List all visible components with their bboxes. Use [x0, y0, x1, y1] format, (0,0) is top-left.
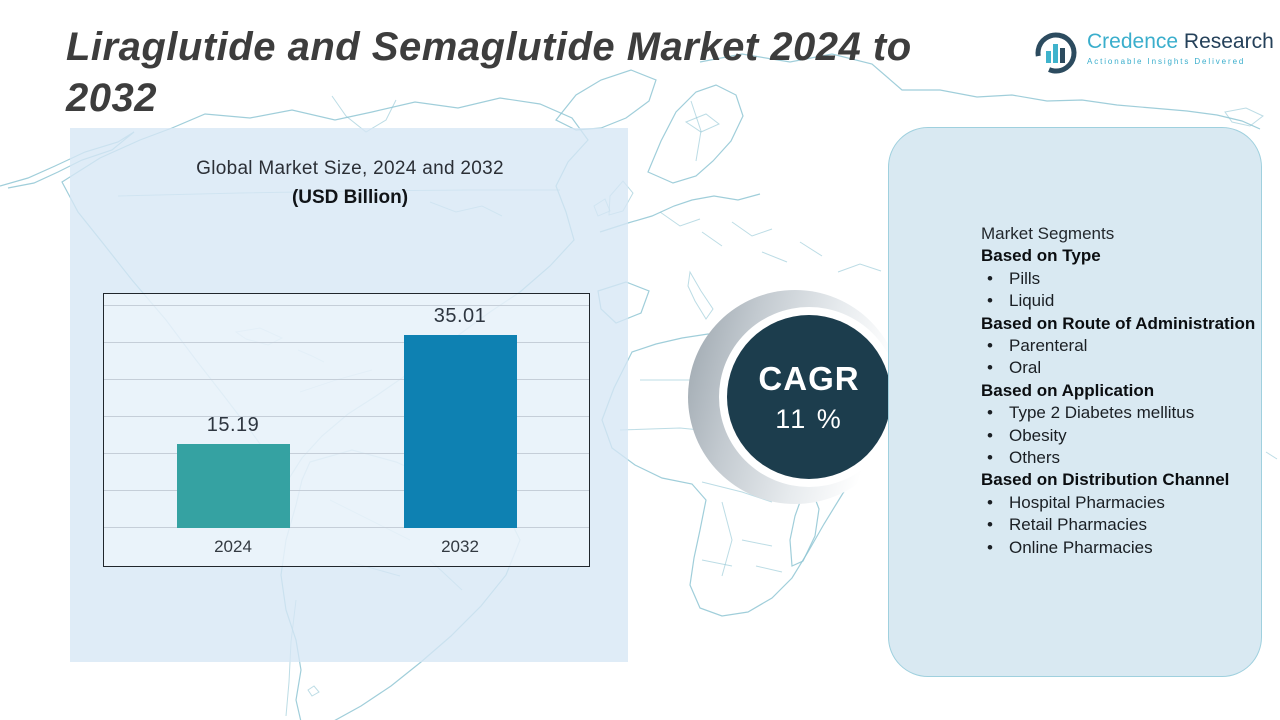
segment-heading: Based on Application — [981, 380, 1155, 400]
segment-item: Type 2 Diabetes mellitus — [981, 402, 1259, 425]
bar-2024 — [176, 444, 290, 528]
segment-item: Others — [981, 447, 1259, 470]
cagr-badge: CAGR 11 % — [727, 315, 891, 479]
bars-row: 15.19 2024 35.01 2032 — [104, 305, 589, 556]
segment-item: Retail Pharmacies — [981, 514, 1259, 537]
bar-2032 — [403, 335, 517, 528]
chart-title-block: Global Market Size, 2024 and 2032 (USD B… — [110, 158, 590, 209]
gridline — [104, 379, 589, 380]
bar-category-label: 2032 — [441, 537, 479, 556]
logo-tagline: Actionable Insights Delivered — [1087, 57, 1246, 66]
logo-brand-primary: Credence — [1087, 30, 1179, 53]
bar-value-label: 15.19 — [206, 414, 260, 436]
bar-category-label: 2024 — [214, 537, 252, 556]
chart-plot-area — [104, 294, 589, 528]
segment-item: Hospital Pharmacies — [981, 492, 1259, 515]
segment-item: Pills — [981, 268, 1259, 291]
segment-item: Oral — [981, 357, 1259, 380]
credence-research-logo: Credence Research Actionable Insights De… — [1033, 30, 1274, 81]
segment-item: Liquid — [981, 290, 1259, 313]
x-axis-line — [104, 527, 589, 528]
chart-title: Global Market Size, 2024 and 2032 — [196, 158, 504, 179]
bar-group-2024: 15.19 2024 — [176, 414, 290, 556]
page-title-line1: Liraglutide and Semaglutide Market 2024 … — [66, 25, 912, 69]
segment-plain: Market Segments — [981, 224, 1115, 243]
gridline — [104, 453, 589, 454]
segment-item: Parenteral — [981, 335, 1259, 358]
bar-value-label: 35.01 — [433, 305, 487, 327]
logo-brand-secondary: Research — [1178, 30, 1274, 53]
bar-group-2032: 35.01 2032 — [403, 305, 517, 556]
segment-heading: Based on Type — [981, 246, 1101, 266]
page-title-line2: 2032 — [66, 76, 157, 121]
logo-text: Credence Research Actionable Insights De… — [1087, 30, 1274, 66]
bar-chart: 15.19 2024 35.01 2032 — [103, 293, 590, 567]
chart-subtitle: (USD Billion) — [291, 187, 409, 208]
cagr-label: CAGR — [758, 359, 860, 397]
gridline — [104, 490, 589, 491]
cagr-value: 11 % — [775, 403, 843, 434]
gridline — [104, 416, 589, 417]
logo-brand: Credence Research — [1087, 30, 1274, 53]
gridline — [104, 305, 589, 306]
gridline — [104, 342, 589, 343]
segment-item: Obesity — [981, 425, 1259, 448]
segment-item: Online Pharmacies — [981, 537, 1259, 560]
page-title: Liraglutide and Semaglutide Market 2024 … — [66, 22, 1026, 124]
segment-heading: Based on Route of Administration — [981, 313, 1256, 333]
logo-chart-icon — [1033, 30, 1079, 81]
segment-heading: Based on Distribution Channel — [981, 470, 1230, 490]
